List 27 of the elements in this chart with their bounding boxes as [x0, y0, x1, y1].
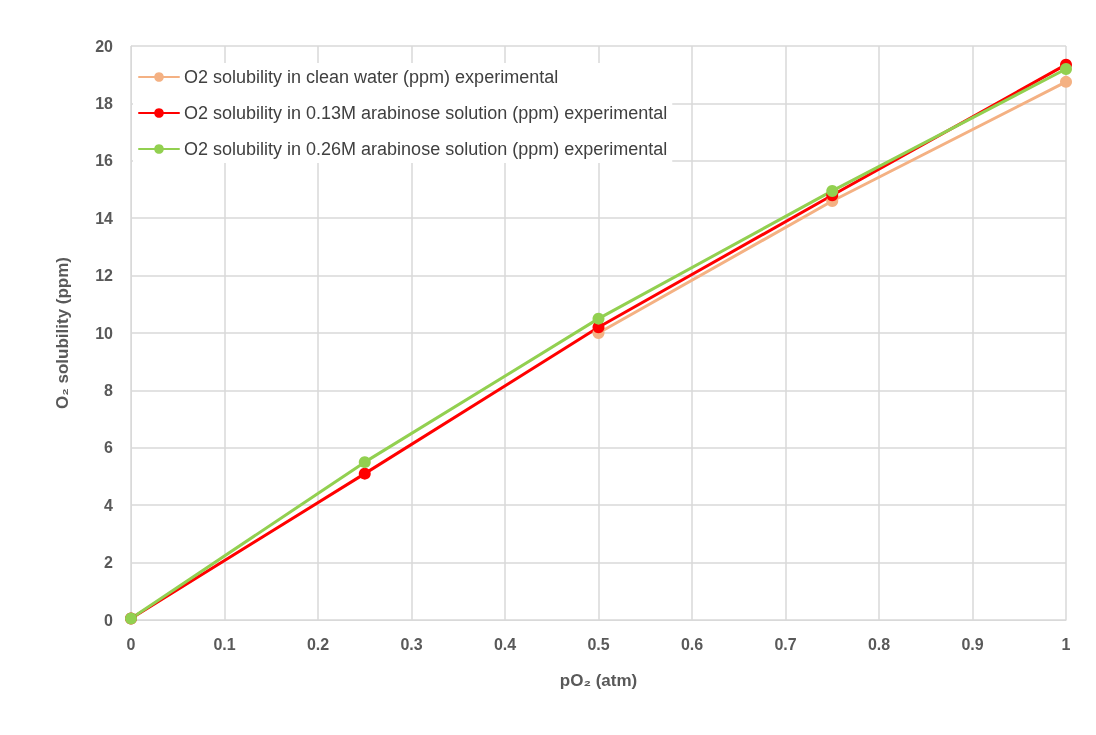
y-tick-label: 0 — [104, 611, 114, 629]
y-axis-title: O₂ solubility (ppm) — [53, 256, 72, 410]
x-tick-label: 1 — [1061, 635, 1071, 653]
x-tick-label: 0.1 — [213, 635, 236, 653]
x-tick-label: 0.6 — [680, 635, 704, 653]
y-tick-label: 6 — [104, 439, 114, 457]
x-axis-title: pO₂ (atm) — [559, 671, 638, 690]
y-tick-label: 16 — [95, 152, 114, 170]
legend-label: O2 solubility in 0.13M arabinose solution (ppm) experimental — [184, 103, 668, 123]
y-tick-label: 18 — [95, 94, 114, 112]
x-tick-label: 0.9 — [961, 635, 984, 653]
y-tick-label: 10 — [95, 324, 114, 342]
x-tick-label: 0.7 — [774, 635, 797, 653]
y-tick-label: 4 — [104, 496, 114, 514]
y-tick-label: 2 — [104, 554, 114, 572]
x-tick-label: 0.8 — [867, 635, 891, 653]
x-tick-label: 0.5 — [587, 635, 610, 653]
y-tick-label: 20 — [95, 37, 114, 55]
x-tick-label: 0.4 — [493, 635, 517, 653]
y-tick-label: 12 — [95, 267, 114, 285]
legend-label: O2 solubility in clean water (ppm) experimental — [184, 67, 559, 87]
x-tick-label: 0.3 — [400, 635, 423, 653]
y-tick-label: 8 — [104, 381, 114, 399]
x-tick-label: 0.2 — [306, 635, 330, 653]
legend-label: O2 solubility in 0.26M arabinose solution (ppm) experimental — [184, 139, 668, 159]
y-tick-label: 14 — [95, 209, 114, 227]
x-tick-label: 0 — [126, 635, 136, 653]
